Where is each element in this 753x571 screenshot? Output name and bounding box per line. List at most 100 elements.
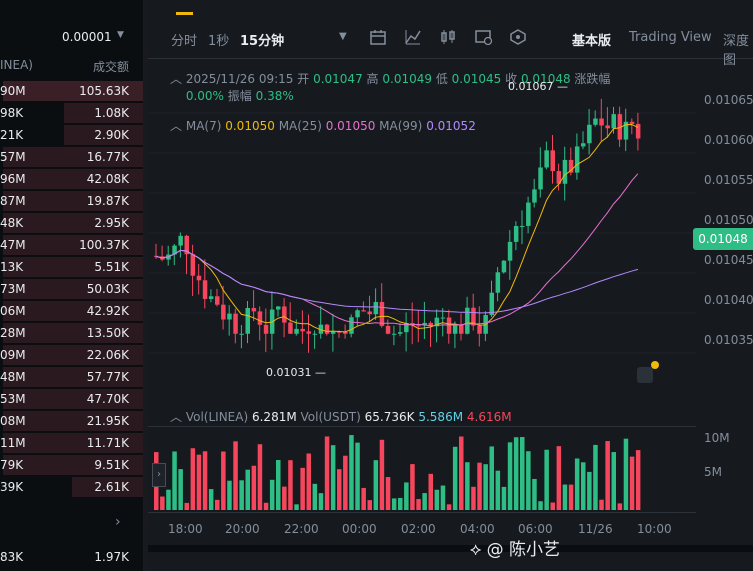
- order-book-row[interactable]: 09M 22.06K: [0, 344, 143, 366]
- draw-icon[interactable]: [405, 29, 421, 45]
- volume-bar: [178, 469, 183, 510]
- price-tick: 0.01055: [704, 173, 753, 187]
- order-book-row[interactable]: 87M 19.87K: [0, 190, 143, 212]
- row-turnover: 57.77K: [86, 370, 129, 384]
- order-book-row[interactable]: 28M 13.50K: [0, 322, 143, 344]
- row-amount: 39K: [0, 480, 24, 494]
- order-book-row[interactable]: 73M 50.03K: [0, 278, 143, 300]
- candle-body: [544, 150, 549, 168]
- volume-bar: [623, 438, 629, 510]
- order-book-row[interactable]: 08M 21.95K: [0, 410, 143, 432]
- chevron-right-icon[interactable]: ›: [115, 514, 121, 530]
- order-book-row[interactable]: 13K 5.51K: [0, 256, 143, 278]
- layers-icon[interactable]: [510, 29, 526, 45]
- note-icon[interactable]: [637, 361, 659, 383]
- order-book-row[interactable]: 79K 9.51K: [0, 454, 143, 476]
- order-book-row[interactable]: 48M 57.77K: [0, 366, 143, 388]
- volume-bar: [605, 441, 610, 510]
- candle-body: [404, 322, 409, 333]
- time-tick: 02:00: [401, 522, 436, 536]
- volume-bar: [574, 458, 580, 510]
- depth-bar: [2, 191, 143, 211]
- order-book-row[interactable]: 06M 42.92K: [0, 300, 143, 322]
- candle-body: [288, 322, 293, 334]
- candle-body: [239, 333, 244, 335]
- volume-bar: [221, 451, 226, 510]
- volume-bar: [513, 437, 519, 510]
- candle-body: [617, 114, 623, 140]
- view-basic[interactable]: 基本版: [572, 34, 612, 49]
- volume-bar: [617, 503, 623, 510]
- candle-type-icon[interactable]: [440, 29, 456, 45]
- depth-bar: [2, 411, 143, 431]
- candle-body: [300, 328, 305, 332]
- volume-bar: [422, 493, 427, 510]
- volume-bar: [172, 451, 177, 510]
- interval-1s[interactable]: 1秒: [208, 34, 230, 49]
- view-depth[interactable]: 深度图: [723, 34, 750, 68]
- col-turnover: 成交额: [92, 60, 129, 74]
- interval-15m[interactable]: 15分钟: [240, 34, 285, 49]
- low-label: 低: [435, 72, 448, 86]
- volume-bar: [550, 502, 555, 510]
- row-amount: 90M: [0, 84, 26, 98]
- ma7-label: MA(7): [185, 119, 222, 133]
- candle-body: [550, 150, 555, 172]
- volume-bar: [373, 460, 379, 510]
- volume-bar: [562, 484, 568, 510]
- order-book-row[interactable]: 48K 2.95K: [0, 212, 143, 234]
- volume-bar: [459, 436, 464, 510]
- volume-value: 6.281M: [251, 410, 297, 424]
- change-label: 涨跌幅: [574, 72, 611, 86]
- order-book-row[interactable]: 53M 47.70K: [0, 388, 143, 410]
- order-book-row[interactable]: 11M 11.71K: [0, 432, 143, 454]
- order-book-row[interactable]: 47M 100.37K: [0, 234, 143, 256]
- settings-icon[interactable]: [475, 29, 493, 45]
- chevron-right-icon[interactable]: ›: [152, 463, 166, 487]
- candle-body: [513, 226, 519, 242]
- volume-bar: [446, 504, 452, 510]
- candle-body: [623, 121, 629, 140]
- order-book-row[interactable]: 39K 2.61K: [0, 476, 143, 498]
- order-book-row[interactable]: 96M 42.08K: [0, 168, 143, 190]
- price-tick: 0.01045: [704, 253, 753, 267]
- candlestick-chart[interactable]: [148, 60, 696, 512]
- indicator-icon[interactable]: [370, 29, 386, 45]
- row-amount: 96M: [0, 172, 26, 186]
- depth-bar: [2, 389, 143, 409]
- order-book-row[interactable]: 21K 2.90K: [0, 124, 143, 146]
- decimal-select[interactable]: 0.00001: [62, 30, 112, 44]
- volume-bar: [593, 444, 598, 510]
- collapse-icon[interactable]: ︿: [170, 410, 183, 424]
- depth-bar: [64, 103, 143, 123]
- candle-body: [581, 143, 586, 147]
- row-turnover: 19.87K: [86, 194, 129, 208]
- order-book-row[interactable]: 98K 1.08K: [0, 102, 143, 124]
- vol-axis-5m: 5M: [704, 465, 722, 479]
- amplitude-value: 0.38%: [255, 89, 294, 103]
- ma99-label: MA(99): [379, 119, 423, 133]
- order-book-row[interactable]: 57M 16.77K: [0, 146, 143, 168]
- view-tradingview[interactable]: Trading View: [629, 30, 712, 45]
- chevron-down-icon[interactable]: ▼: [117, 30, 124, 40]
- ma-legend: ︿ MA(7) 0.01050 MA(25) 0.01050 MA(99) 0.…: [170, 117, 476, 134]
- collapse-icon[interactable]: ︿: [170, 72, 183, 86]
- order-book-row[interactable]: 90M 105.63K: [0, 80, 143, 102]
- row-amount: 21K: [0, 128, 24, 142]
- interval-time[interactable]: 分时: [171, 34, 198, 49]
- volume-bar: [440, 485, 446, 510]
- candle-body: [324, 324, 330, 334]
- candle-body: [361, 310, 366, 312]
- chart-panel: 分时 1秒 15分钟 ▼ 基本版 Trading View 深度图 ︿ 2025…: [148, 0, 753, 571]
- candle-body: [635, 123, 641, 139]
- collapse-icon[interactable]: ︿: [170, 119, 183, 133]
- volume-bar: [288, 460, 293, 510]
- time-tick: 04:00: [460, 522, 495, 536]
- chevron-down-icon[interactable]: ▼: [339, 31, 347, 42]
- candle-body: [337, 331, 342, 333]
- depth-bar: [64, 125, 143, 145]
- row-turnover: 50.03K: [86, 282, 129, 296]
- row-amount: 28M: [0, 326, 26, 340]
- candle-body: [245, 307, 250, 334]
- candle-body: [318, 324, 324, 334]
